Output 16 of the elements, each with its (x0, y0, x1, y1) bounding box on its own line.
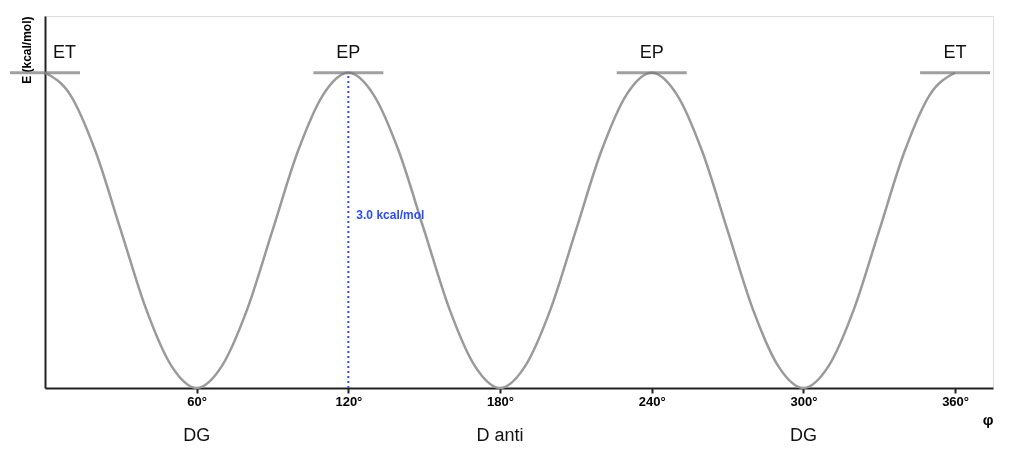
x-tick-label: 240° (638, 393, 666, 409)
annotation: 3.0 kcal/mol (356, 207, 425, 222)
y-axis-title: E (kcal/mol) (19, 16, 34, 84)
annotation: D anti (476, 425, 524, 445)
x-tick-label: 60° (187, 393, 208, 409)
x-tick-label: 300° (790, 393, 818, 409)
annotation: EP (336, 41, 361, 62)
x-axis-title: φ (982, 410, 994, 428)
annotation: EP (639, 41, 664, 62)
annotation: ET (53, 41, 77, 62)
x-tick-label: 180° (487, 393, 514, 409)
x-tick-label: 120° (335, 393, 363, 409)
annotation: ET (943, 41, 967, 62)
annotation: DG (183, 425, 211, 445)
x-tick-label: 360° (942, 393, 970, 409)
annotation: DG (789, 425, 817, 445)
